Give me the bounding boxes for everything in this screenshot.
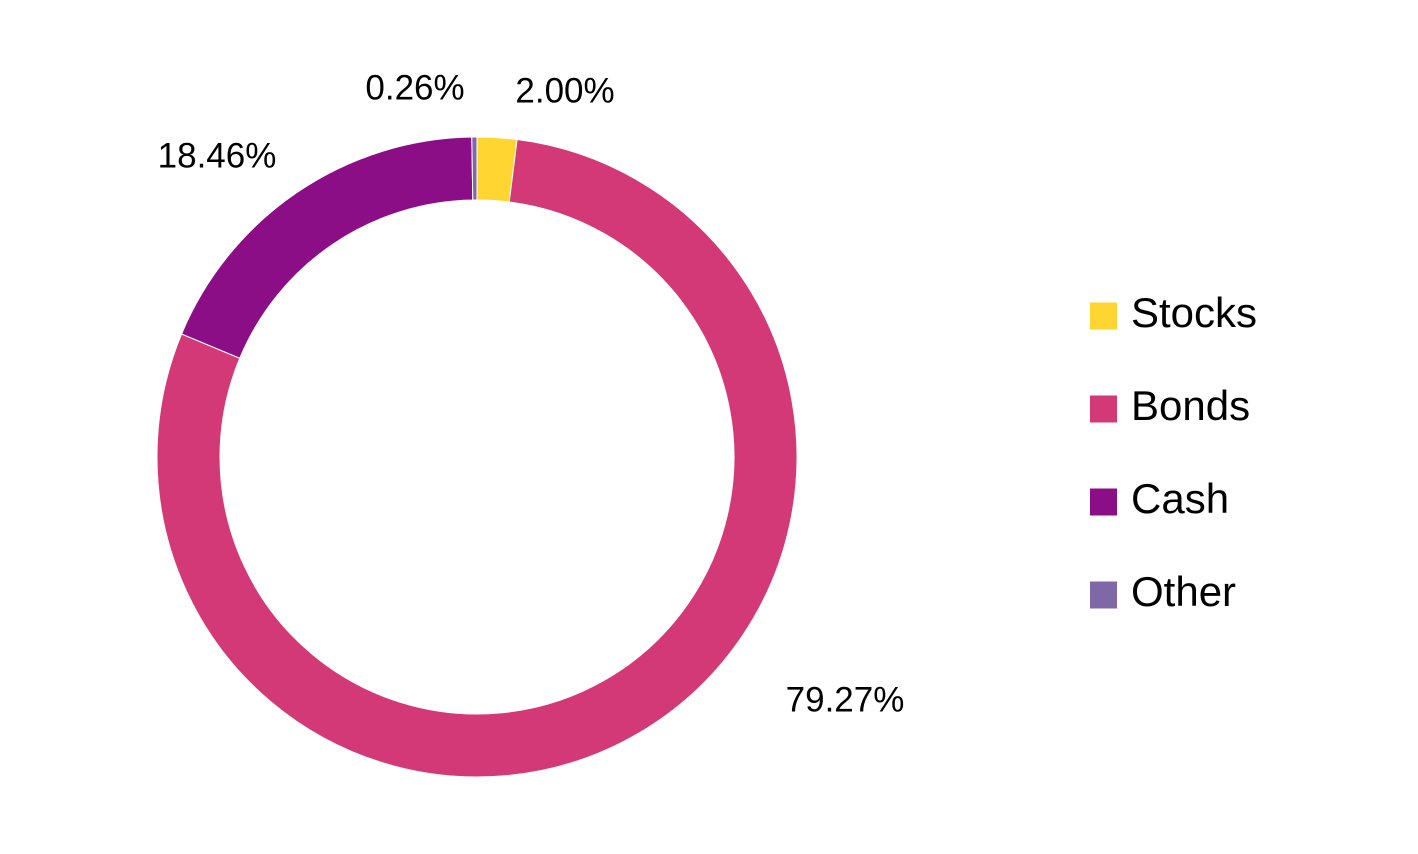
- legend-label-other: Other: [1131, 568, 1236, 615]
- legend-item-stocks: Stocks: [1090, 289, 1257, 336]
- data-labels: 2.00% 79.27% 18.46% 0.26%: [158, 68, 905, 719]
- legend-swatch-stocks: [1090, 302, 1117, 330]
- legend-item-bonds: Bonds: [1090, 382, 1250, 429]
- legend-label-bonds: Bonds: [1131, 382, 1250, 429]
- data-label-bonds: 79.27%: [786, 680, 905, 719]
- slice-bonds: [156, 138, 798, 778]
- legend-item-other: Other: [1090, 568, 1236, 615]
- legend-label-stocks: Stocks: [1131, 289, 1257, 336]
- legend-item-cash: Cash: [1090, 475, 1229, 522]
- legend-label-cash: Cash: [1131, 475, 1229, 522]
- legend: Stocks Bonds Cash Other: [1090, 289, 1257, 615]
- data-label-other: 0.26%: [365, 68, 464, 107]
- donut-slices: [156, 136, 798, 778]
- legend-swatch-bonds: [1090, 395, 1117, 423]
- data-label-stocks: 2.00%: [515, 71, 614, 110]
- data-label-cash: 18.46%: [158, 136, 277, 175]
- slice-other: [471, 136, 478, 201]
- legend-swatch-other: [1090, 581, 1117, 609]
- legend-swatch-cash: [1090, 488, 1117, 516]
